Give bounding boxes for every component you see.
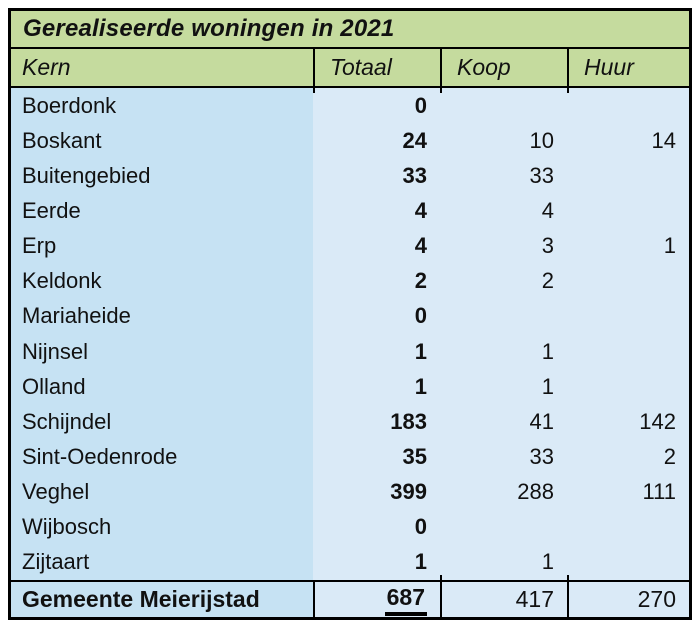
huur-cell — [567, 88, 689, 124]
table-row: Wijbosch 0 — [11, 509, 689, 545]
kern-cell: Veghel — [11, 474, 313, 510]
koop-cell: 1 — [440, 544, 567, 580]
koop-cell: 33 — [440, 439, 567, 475]
huur-cell — [567, 298, 689, 334]
column-header-huur: Huur — [567, 49, 689, 86]
koop-cell: 33 — [440, 158, 567, 194]
huur-cell — [567, 369, 689, 405]
huur-cell: 1 — [567, 228, 689, 264]
housing-table: Gerealiseerde woningen in 2021 Kern Tota… — [8, 8, 692, 620]
kern-cell: Boskant — [11, 123, 313, 159]
column-header-kern: Kern — [22, 54, 71, 80]
column-divider-stub — [440, 88, 442, 93]
total-totaal-value: 687 — [384, 584, 427, 616]
table-row: Eerde 4 4 — [11, 193, 689, 229]
totaal-cell: 4 — [313, 228, 440, 264]
table-row: Nijnsel 1 1 — [11, 333, 689, 370]
table-title-row: Gerealiseerde woningen in 2021 — [11, 11, 689, 49]
kern-cell: Nijnsel — [11, 333, 313, 370]
column-divider-stub — [567, 575, 569, 580]
table-title: Gerealiseerde woningen in 2021 — [23, 15, 395, 42]
totaal-cell: 0 — [313, 88, 440, 124]
kern-cell: Zijtaart — [11, 544, 313, 580]
kern-cell: Wijbosch — [11, 509, 313, 545]
totaal-cell: 33 — [313, 158, 440, 194]
table-row: Veghel 399 288 111 — [11, 474, 689, 510]
huur-cell — [567, 158, 689, 194]
total-koop-cell: 417 — [440, 582, 567, 617]
table-row: Keldonk 2 2 — [11, 263, 689, 299]
table-row: Boerdonk 0 — [11, 88, 689, 124]
koop-cell: 4 — [440, 193, 567, 229]
totaal-cell: 183 — [313, 404, 440, 440]
huur-cell: 2 — [567, 439, 689, 475]
huur-cell: 111 — [567, 474, 689, 510]
total-totaal-cell: 687 — [313, 582, 440, 617]
totaal-cell: 1 — [313, 369, 440, 405]
table-row: Boskant 24 10 14 — [11, 123, 689, 159]
huur-cell: 14 — [567, 123, 689, 159]
column-divider-stub — [313, 88, 315, 93]
totaal-cell: 35 — [313, 439, 440, 475]
kern-cell: Eerde — [11, 193, 313, 229]
kern-cell: Olland — [11, 369, 313, 405]
column-header-totaal: Totaal — [313, 49, 440, 86]
koop-cell: 288 — [440, 474, 567, 510]
column-divider-stub — [567, 88, 569, 93]
kern-cell: Sint-Oedenrode — [11, 439, 313, 475]
kern-cell: Schijndel — [11, 404, 313, 440]
kern-cell: Buitengebied — [11, 158, 313, 194]
table-body: Boerdonk 0 Boskant 24 10 14 Buitengebied… — [11, 88, 689, 580]
kern-cell: Keldonk — [11, 263, 313, 299]
table-row: Sint-Oedenrode 35 33 2 — [11, 439, 689, 475]
table-row: Olland 1 1 — [11, 369, 689, 405]
huur-cell — [567, 509, 689, 545]
koop-cell: 10 — [440, 123, 567, 159]
table-row: Schijndel 183 41 142 — [11, 404, 689, 440]
kern-cell: Mariaheide — [11, 298, 313, 334]
column-divider-stub — [440, 575, 442, 580]
totaal-cell: 0 — [313, 509, 440, 545]
totaal-cell: 24 — [313, 123, 440, 159]
totaal-cell: 399 — [313, 474, 440, 510]
huur-cell — [567, 544, 689, 580]
table-row: Mariaheide 0 — [11, 298, 689, 334]
total-huur-cell: 270 — [567, 582, 689, 617]
huur-cell — [567, 193, 689, 229]
koop-cell: 41 — [440, 404, 567, 440]
koop-cell — [440, 88, 567, 124]
totaal-cell: 1 — [313, 544, 440, 580]
totaal-cell: 2 — [313, 263, 440, 299]
koop-cell — [440, 298, 567, 334]
total-label: Gemeente Meierijstad — [11, 582, 313, 617]
table-total-row: Gemeente Meierijstad 687 417 270 — [11, 580, 689, 617]
kern-cell: Boerdonk — [11, 88, 313, 124]
huur-cell — [567, 263, 689, 299]
huur-cell — [567, 333, 689, 370]
huur-cell: 142 — [567, 404, 689, 440]
table-row: Buitengebied 33 33 — [11, 158, 689, 194]
koop-cell: 3 — [440, 228, 567, 264]
koop-cell: 1 — [440, 369, 567, 405]
table-row: Zijtaart 1 1 — [11, 544, 689, 580]
totaal-cell: 4 — [313, 193, 440, 229]
kern-cell: Erp — [11, 228, 313, 264]
totaal-cell: 1 — [313, 333, 440, 370]
koop-cell — [440, 509, 567, 545]
table-row: Erp 4 3 1 — [11, 228, 689, 264]
koop-cell: 1 — [440, 333, 567, 370]
koop-cell: 2 — [440, 263, 567, 299]
table-header-row: Kern Totaal Koop Huur — [11, 49, 689, 88]
column-header-koop: Koop — [440, 49, 567, 86]
totaal-cell: 0 — [313, 298, 440, 334]
